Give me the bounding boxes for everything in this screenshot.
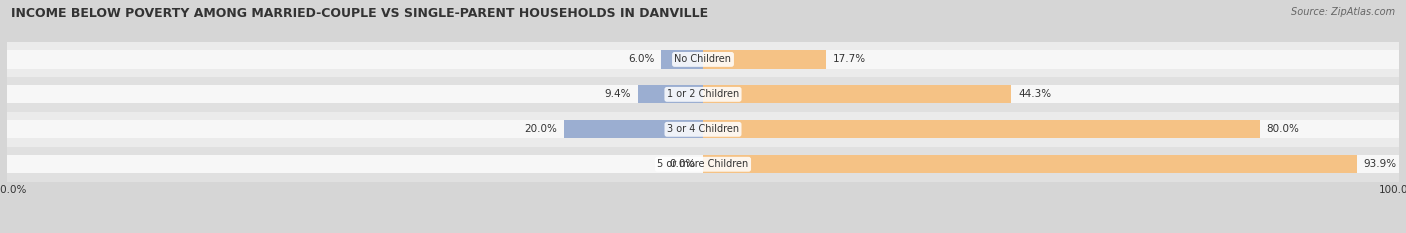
Text: 5 or more Children: 5 or more Children xyxy=(658,159,748,169)
Text: 9.4%: 9.4% xyxy=(605,89,631,99)
Text: INCOME BELOW POVERTY AMONG MARRIED-COUPLE VS SINGLE-PARENT HOUSEHOLDS IN DANVILL: INCOME BELOW POVERTY AMONG MARRIED-COUPL… xyxy=(11,7,709,20)
Bar xyxy=(7,85,1399,103)
Text: 80.0%: 80.0% xyxy=(1267,124,1299,134)
Text: No Children: No Children xyxy=(675,55,731,64)
Bar xyxy=(637,85,703,103)
Bar xyxy=(7,147,1399,182)
Text: 93.9%: 93.9% xyxy=(1364,159,1396,169)
Bar xyxy=(7,42,1399,77)
Bar xyxy=(7,120,1399,138)
Bar xyxy=(703,85,1011,103)
Bar xyxy=(7,50,1399,69)
Text: Source: ZipAtlas.com: Source: ZipAtlas.com xyxy=(1291,7,1395,17)
Text: 1 or 2 Children: 1 or 2 Children xyxy=(666,89,740,99)
Text: 44.3%: 44.3% xyxy=(1018,89,1052,99)
Text: 20.0%: 20.0% xyxy=(524,124,557,134)
Bar xyxy=(661,50,703,69)
Text: 3 or 4 Children: 3 or 4 Children xyxy=(666,124,740,134)
Bar xyxy=(7,77,1399,112)
Bar xyxy=(7,155,1399,173)
Text: 17.7%: 17.7% xyxy=(834,55,866,64)
Text: 6.0%: 6.0% xyxy=(628,55,654,64)
Bar xyxy=(703,155,1357,173)
Bar xyxy=(7,112,1399,147)
Bar xyxy=(564,120,703,138)
Bar xyxy=(703,50,827,69)
Bar xyxy=(703,120,1260,138)
Text: 0.0%: 0.0% xyxy=(669,159,696,169)
